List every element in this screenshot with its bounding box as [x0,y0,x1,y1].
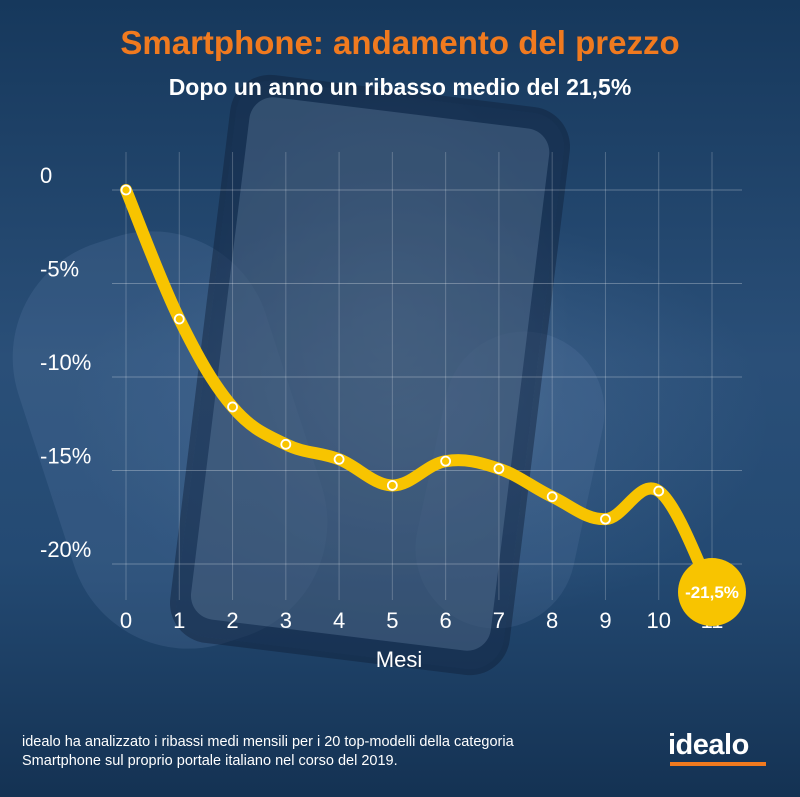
data-point [333,453,345,465]
data-point [280,438,292,450]
chart-title: Smartphone: andamento del prezzo [120,24,680,61]
x-tick-label: 3 [280,608,292,633]
x-tick-label: 6 [440,608,452,633]
x-tick-label: 10 [646,608,670,633]
data-point [493,463,505,475]
data-point [440,455,452,467]
idealo-logo: idealo [668,729,768,766]
y-tick-label: -10% [40,350,91,375]
price-trend-line [120,184,718,599]
x-tick-label: 7 [493,608,505,633]
x-tick-label: 1 [173,608,185,633]
final-value-badge: -21,5% [678,558,746,627]
x-tick-label: 4 [333,608,345,633]
x-axis-label: Mesi [376,647,422,672]
data-point [173,313,185,325]
y-tick-label: -15% [40,444,91,469]
x-tick-label: 0 [120,608,132,633]
data-point [386,480,398,491]
footnote: idealo ha analizzato i ribassi medi mens… [22,734,514,769]
data-points [120,184,665,525]
y-axis-ticks: 0 -5% -10% -15% -20% [40,163,91,562]
x-tick-label: 2 [226,608,238,633]
y-tick-label: -20% [40,537,91,562]
chart-subtitle: Dopo un anno un ribasso medio del 21,5% [168,74,632,100]
x-tick-label: 9 [599,608,611,633]
y-tick-label: -5% [40,257,79,282]
data-point [546,491,558,503]
final-value-circle [678,558,746,627]
final-value-label: -21,5% [685,583,739,602]
logo-text: idealo [668,729,749,761]
data-point [120,184,132,196]
data-point [227,401,238,413]
x-tick-label: 8 [546,608,558,633]
data-point [600,513,611,525]
logo-underline [670,762,766,766]
x-tick-label: 5 [386,608,398,633]
data-point [653,485,665,497]
x-axis-ticks: 01234567891011 [120,608,724,633]
y-tick-label: 0 [40,163,52,188]
